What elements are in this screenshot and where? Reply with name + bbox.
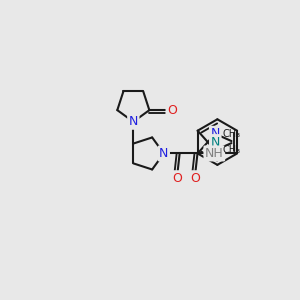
Text: CH₃: CH₃ [222, 129, 241, 139]
Text: NH: NH [205, 147, 224, 160]
Text: N: N [211, 136, 220, 148]
Text: O: O [190, 172, 200, 185]
Text: O: O [173, 172, 183, 185]
Text: N: N [159, 147, 169, 160]
Text: O: O [167, 103, 177, 117]
Text: N: N [211, 127, 220, 140]
Text: CH₃: CH₃ [222, 145, 241, 155]
Text: N: N [129, 115, 138, 128]
